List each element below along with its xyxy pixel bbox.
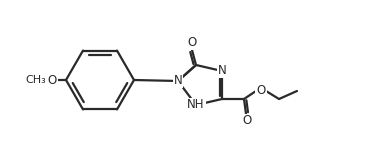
Text: N: N (174, 75, 182, 87)
Text: O: O (47, 74, 56, 87)
Text: N: N (218, 64, 226, 77)
Text: O: O (242, 115, 252, 127)
Text: NH: NH (187, 98, 205, 111)
Text: O: O (256, 85, 266, 98)
Text: O: O (187, 36, 197, 50)
Text: CH₃: CH₃ (25, 75, 46, 85)
